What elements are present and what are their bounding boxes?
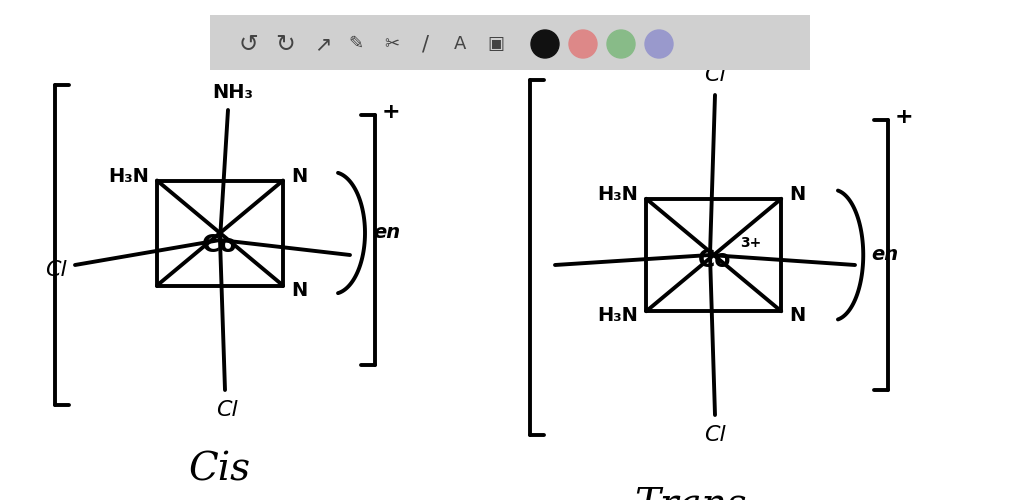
Text: ✎: ✎	[348, 35, 364, 53]
Text: Cl: Cl	[45, 260, 67, 280]
Circle shape	[645, 30, 673, 58]
Text: ✂: ✂	[384, 35, 399, 53]
Text: Co: Co	[698, 248, 732, 272]
Text: Trans: Trans	[634, 486, 746, 500]
Text: ↺: ↺	[239, 32, 258, 56]
Text: H₃N: H₃N	[597, 185, 638, 204]
Text: Cl: Cl	[216, 400, 238, 420]
Text: ↗: ↗	[314, 34, 332, 54]
Bar	[210, 15, 810, 70]
Text: 3+: 3+	[740, 236, 761, 250]
Text: en: en	[871, 246, 898, 264]
Text: en: en	[373, 224, 400, 242]
Text: N: N	[291, 167, 307, 186]
Circle shape	[531, 30, 559, 58]
Text: N: N	[291, 281, 307, 300]
Text: N: N	[790, 185, 806, 204]
Text: H₃N: H₃N	[109, 167, 150, 186]
Text: Cis: Cis	[189, 452, 251, 488]
Text: A: A	[454, 35, 466, 53]
Text: +: +	[382, 102, 400, 122]
Text: Cl: Cl	[705, 65, 726, 85]
Text: N: N	[790, 306, 806, 325]
Text: ↻: ↻	[275, 32, 295, 56]
Text: ▣: ▣	[487, 35, 505, 53]
Text: +: +	[895, 107, 913, 127]
Text: /: /	[422, 34, 428, 54]
Text: Cl: Cl	[705, 425, 726, 445]
Text: NH₃: NH₃	[213, 83, 253, 102]
Circle shape	[607, 30, 635, 58]
Circle shape	[569, 30, 597, 58]
Text: Co: Co	[202, 233, 238, 257]
Text: H₃N: H₃N	[597, 306, 638, 325]
